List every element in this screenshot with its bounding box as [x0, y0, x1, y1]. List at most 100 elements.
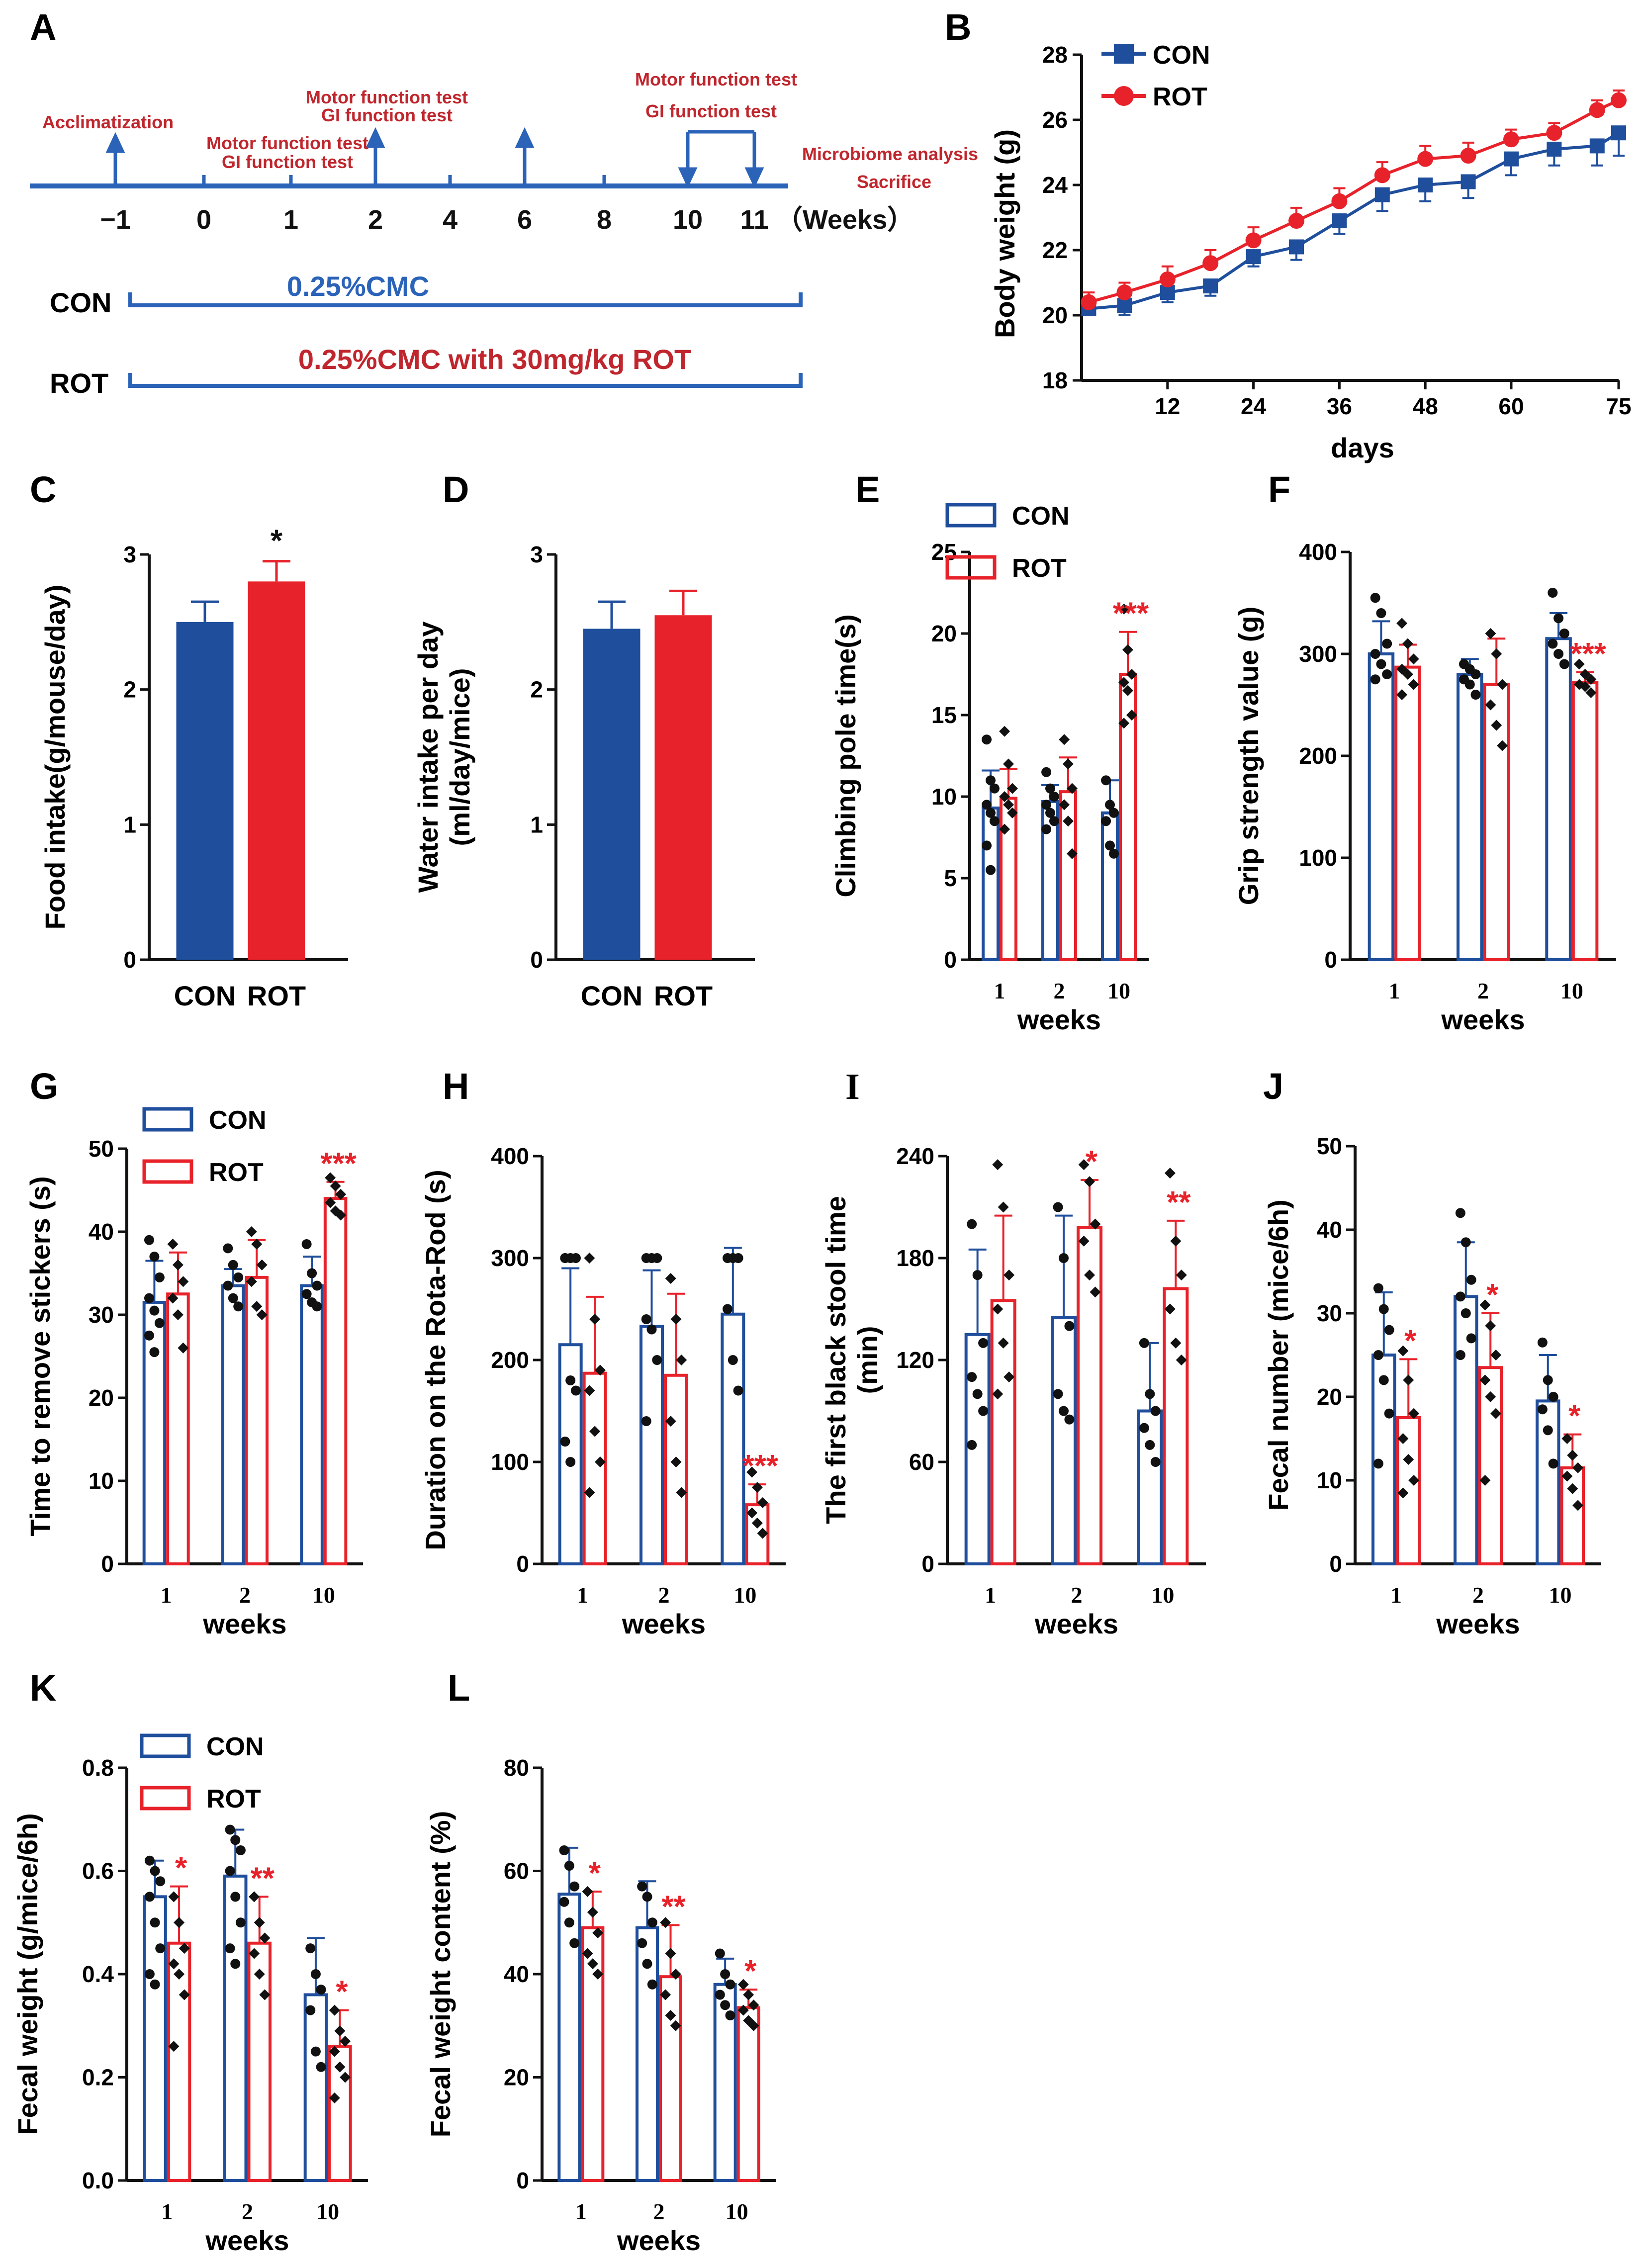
y-tick-label: 400 [1299, 539, 1337, 565]
panel-g-stickers: 0 10 20 30 40 50 Time to remove stickers (s) 1 2… [24, 1106, 363, 1639]
data-point-rot [1567, 1450, 1578, 1461]
data-point-con [1059, 1253, 1069, 1263]
data-point-rot [1126, 710, 1137, 721]
x-tick-label: 1 [161, 1582, 172, 1608]
data-point-rot [748, 1999, 759, 2011]
data-point-con [733, 1385, 743, 1396]
data-point-con [144, 1969, 155, 1979]
data-point-rot [246, 1276, 257, 1287]
data-point-rot [330, 1180, 341, 1192]
panel-i-black-stool: 0 60 120 180 240 The first black stool time (m… [820, 1143, 1206, 1639]
data-point-rot [743, 1989, 754, 2000]
legend-rot-label: ROT [1012, 554, 1067, 583]
y-axis-label: Duration on the Rota-Rod (s) [420, 1170, 451, 1550]
y-tick-label: 0 [101, 1551, 114, 1577]
data-point-con [559, 1845, 569, 1855]
data-point-rot [329, 2092, 340, 2103]
x-tick-label: 24 [1241, 393, 1267, 419]
data-point-rot [179, 1989, 190, 2000]
data-point-con [1160, 285, 1175, 300]
data-point-rot [1585, 674, 1597, 685]
bar-con [1457, 673, 1483, 961]
data-point-con [1289, 239, 1304, 255]
data-point-rot [1491, 648, 1502, 659]
data-point-con [1378, 1375, 1389, 1385]
data-point-rot [998, 1337, 1009, 1349]
data-point-con [720, 1969, 731, 1979]
data-point-rot [1417, 151, 1434, 167]
legend-con-label: CON [206, 1732, 264, 1761]
data-point-rot [999, 823, 1010, 835]
legend-rot-marker [1114, 86, 1134, 106]
legend-rot-label: ROT [1153, 83, 1207, 111]
data-point-con [560, 1253, 570, 1263]
data-point-con [312, 1301, 322, 1312]
arrow-week-11-icon [744, 167, 764, 188]
data-point-con [1108, 808, 1119, 818]
data-point-rot [1122, 685, 1133, 696]
data-point-con [228, 1260, 238, 1270]
y-tick-label: 0 [1329, 1551, 1342, 1577]
legend-rot-label: ROT [209, 1158, 264, 1187]
arrow-week-6-icon [515, 127, 535, 148]
data-point-con [1548, 1392, 1558, 1402]
data-point-con [989, 783, 1000, 794]
data-point-rot [167, 1239, 179, 1250]
arrow-week-10-icon [678, 167, 698, 188]
data-point-rot [1490, 1408, 1502, 1419]
significance-marker: * [1486, 1278, 1499, 1312]
y-tick-label: 3 [530, 542, 543, 567]
data-point-con [1464, 679, 1475, 690]
legend-con-swatch [140, 1733, 191, 1758]
data-point-rot [254, 1969, 265, 1980]
group-con-treatment: 0.25%CMC [287, 271, 429, 302]
data-point-con [1548, 638, 1558, 649]
data-point-rot [172, 1259, 183, 1270]
data-point-con [723, 1304, 733, 1314]
data-point-rot [1004, 1270, 1015, 1281]
x-tick-label: 2 [239, 1582, 251, 1608]
data-point-con [1373, 1458, 1383, 1469]
legend-rot-swatch [140, 1786, 191, 1811]
y-tick-label: 300 [491, 1245, 529, 1271]
data-point-rot [251, 1239, 263, 1250]
x-tick-label: 75 [1606, 393, 1631, 419]
data-point-rot [1170, 1235, 1182, 1247]
data-point-rot [1485, 628, 1496, 639]
data-point-con [301, 1239, 312, 1250]
y-tick-label: 24 [1042, 172, 1068, 198]
y-tick-label: 0 [516, 2168, 529, 2193]
y-tick-label: 30 [89, 1302, 114, 1328]
data-point-rot [998, 1201, 1009, 1213]
data-point-rot [1579, 669, 1591, 680]
x-tick-label: ROT [654, 980, 713, 1011]
data-point-rot [1059, 799, 1070, 811]
y-axis-label-line2: (ml/day/mice) [444, 668, 475, 846]
y-tick-label: 50 [1317, 1133, 1342, 1159]
x-tick-label: 2 [1477, 978, 1489, 1003]
data-point-con [223, 1243, 233, 1254]
bar-rot [659, 1975, 682, 2182]
significance-marker: *** [1570, 637, 1606, 671]
data-point-rot [1503, 131, 1519, 148]
data-point-con [1064, 1414, 1075, 1425]
data-point-rot [249, 1891, 260, 1903]
legend-con-label: CON [209, 1106, 267, 1135]
data-point-con [1064, 1321, 1075, 1331]
data-point-con [144, 1855, 155, 1866]
x-tick-label: 1 [1389, 978, 1400, 1003]
data-point-rot [1126, 669, 1137, 680]
group-con-bracket [128, 292, 803, 307]
data-point-con [155, 1876, 166, 1887]
data-point-con [1384, 1325, 1394, 1335]
y-axis-label: Grip strength value (g) [1233, 607, 1264, 906]
data-point-con [1382, 638, 1392, 649]
data-point-rot [1084, 1176, 1095, 1187]
y-tick-label: 100 [1299, 845, 1337, 871]
data-point-rot [1402, 638, 1413, 649]
panel-a-timeline: A Acclimatization Motor function test GI… [30, 6, 978, 399]
y-axis-label: Body weight (g) [989, 129, 1020, 338]
data-point-rot [1004, 1371, 1015, 1383]
data-point-rot [1288, 213, 1304, 229]
data-point-con [1117, 298, 1132, 313]
